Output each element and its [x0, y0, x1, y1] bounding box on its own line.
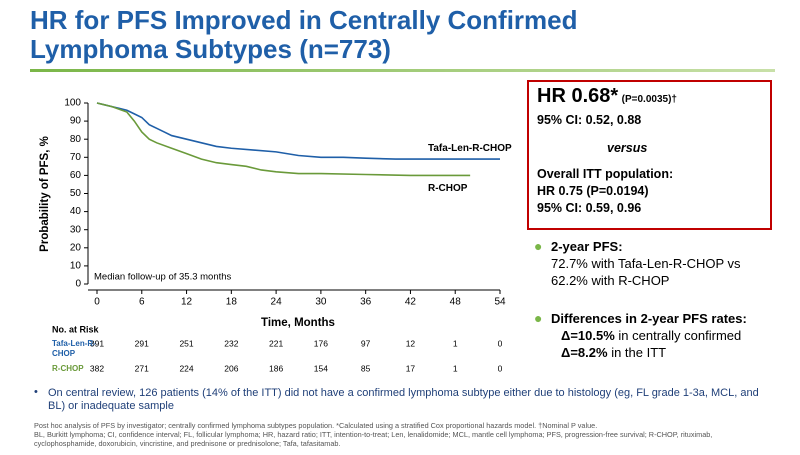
- y-tick-label: 70: [70, 152, 82, 163]
- x-tick-label: 6: [139, 297, 145, 308]
- at-risk-count: 0: [498, 363, 503, 373]
- itt-ci: 95% CI: 0.59, 0.96: [537, 201, 642, 215]
- at-risk-count: 221: [269, 338, 283, 348]
- series-label: Tafa-Len-R-CHOP: [428, 143, 512, 154]
- note-bullet: •: [34, 386, 38, 398]
- at-risk-count: 12: [406, 338, 416, 348]
- hr-value: HR 0.68*: [537, 85, 619, 107]
- at-risk-count: 85: [361, 363, 371, 373]
- delta: Δ=10.5%: [561, 328, 615, 343]
- delta-text: in the ITT: [607, 345, 667, 360]
- itt-hr: HR 0.75 (P=0.0194): [537, 184, 649, 198]
- y-tick-label: 50: [70, 188, 82, 199]
- at-risk-count: 232: [224, 338, 238, 348]
- bullet: ● Differences in 2-year PFS rates: Δ=10.…: [534, 310, 792, 361]
- bullet-line: Δ=8.2% in the ITT: [537, 344, 792, 361]
- at-risk-count: 1: [453, 338, 458, 348]
- at-risk-label: R-CHOP: [52, 364, 84, 373]
- bullet-dot: ●: [534, 310, 543, 326]
- at-risk-count: 1: [453, 363, 458, 373]
- at-risk-count: 154: [314, 363, 328, 373]
- at-risk-count: 382: [90, 363, 104, 373]
- x-tick-label: 12: [181, 297, 193, 308]
- title-rule: [30, 69, 775, 72]
- survival-curve: [96, 102, 471, 177]
- at-risk-title: No. at Risk: [52, 324, 100, 334]
- y-tick-label: 10: [70, 261, 82, 272]
- x-tick-label: 24: [271, 297, 283, 308]
- survival-curve: [96, 102, 500, 160]
- bullet-heading: Differences in 2-year PFS rates:: [551, 311, 747, 326]
- at-risk-count: 251: [179, 338, 193, 348]
- series-label: R-CHOP: [428, 183, 468, 194]
- x-tick-label: 30: [315, 297, 327, 308]
- at-risk-count: 17: [406, 363, 416, 373]
- y-axis-label: Probability of PFS, %: [39, 136, 51, 252]
- at-risk-count: 176: [314, 338, 328, 348]
- annotation: Median follow-up of 35.3 months: [94, 272, 232, 283]
- at-risk-count: 224: [179, 363, 193, 373]
- footnote: Post hoc analysis of PFS by investigator…: [34, 421, 598, 430]
- bullet-heading: 2-year PFS:: [551, 239, 623, 254]
- y-tick-label: 0: [75, 279, 81, 290]
- footnotes: Post hoc analysis of PFS by investigator…: [34, 421, 774, 448]
- y-tick-label: 40: [70, 206, 82, 217]
- hr-line: HR 0.68* (P=0.0035)†: [537, 85, 770, 108]
- bullet-line: 62.2% with R-CHOP: [551, 273, 670, 288]
- at-risk-count: 391: [90, 338, 104, 348]
- at-risk-count: 206: [224, 363, 238, 373]
- note: On central review, 126 patients (14% of …: [48, 387, 759, 412]
- x-tick-label: 54: [494, 297, 506, 308]
- bullet-dot: ●: [534, 238, 543, 254]
- itt-heading: Overall ITT population:: [537, 167, 674, 181]
- at-risk-count: 97: [361, 338, 371, 348]
- at-risk-label: Tafa-Len-R-CHOP: [52, 339, 96, 358]
- y-tick-label: 30: [70, 224, 82, 235]
- x-tick-label: 42: [405, 297, 417, 308]
- at-risk-count: 186: [269, 363, 283, 373]
- bullet: ● 2-year PFS: 72.7% with Tafa-Len-R-CHOP…: [534, 238, 792, 289]
- bullet-line: Δ=10.5% in centrally confirmed: [537, 327, 792, 344]
- y-tick-label: 20: [70, 242, 82, 253]
- ci: 95% CI: 0.52, 0.88: [537, 113, 642, 127]
- x-tick-label: 18: [226, 297, 238, 308]
- slide-title: HR for PFS Improved in Centrally Confirm…: [30, 5, 578, 64]
- x-tick-label: 48: [450, 297, 462, 308]
- y-tick-label: 80: [70, 134, 82, 145]
- y-tick-label: 100: [64, 98, 81, 109]
- x-tick-label: 0: [94, 297, 100, 308]
- p-value: (P=0.0035)†: [621, 94, 677, 105]
- delta-text: in centrally confirmed: [614, 328, 742, 343]
- y-tick-label: 60: [70, 170, 82, 181]
- at-risk-count: 271: [135, 363, 149, 373]
- footnote: BL, Burkitt lymphoma; CI, confidence int…: [34, 430, 713, 448]
- at-risk-count: 0: [498, 338, 503, 348]
- delta: Δ=8.2%: [561, 345, 608, 360]
- versus: versus: [607, 141, 648, 155]
- x-tick-label: 36: [360, 297, 372, 308]
- result-box: HR 0.68* (P=0.0035)† 95% CI: 0.52, 0.88 …: [527, 80, 772, 230]
- x-axis-label: Time, Months: [261, 317, 335, 329]
- at-risk-count: 291: [135, 338, 149, 348]
- y-tick-label: 90: [70, 116, 82, 127]
- bullet-line: 72.7% with Tafa-Len-R-CHOP vs: [551, 256, 741, 271]
